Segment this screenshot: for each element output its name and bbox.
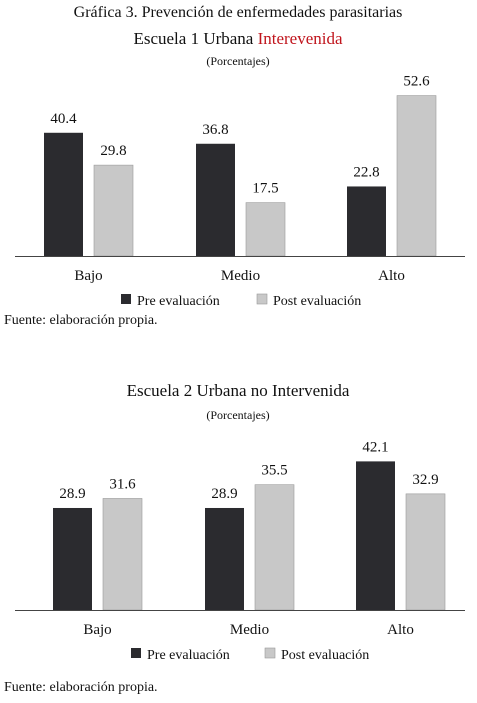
chart2-title: Escuela 2 Urbana no Intervenida (126, 381, 350, 400)
data-label-pre-bajo: 40.4 (50, 111, 77, 127)
legend-label-post: Post evaluación (281, 648, 369, 663)
data-label-post-bajo: 31.6 (109, 476, 136, 492)
data-label-pre-alto: 22.8 (353, 164, 379, 180)
bar-pre-bajo (53, 507, 92, 610)
category-label-alto: Alto (387, 622, 414, 638)
legend-swatch-post (264, 647, 276, 659)
bar-pre-bajo (44, 132, 83, 256)
chart1-source-note: Fuente: elaboración propia. (4, 313, 158, 328)
legend-swatch-post (256, 293, 268, 305)
bar-post-medio (254, 484, 295, 611)
legend-label-pre: Pre evaluación (147, 648, 230, 663)
chart1-title-accent: Interevenida (257, 29, 343, 48)
bar-post-bajo (102, 498, 143, 611)
bar-post-alto (405, 493, 446, 611)
chart1-title-prefix: Escuela 1 Urbana (133, 29, 258, 48)
bar-post-alto (396, 95, 437, 257)
main-title: Gráfica 3. Prevención de enfermedades pa… (73, 4, 403, 21)
data-label-pre-bajo: 28.9 (59, 486, 85, 502)
chart1-title: Escuela 1 Urbana Interevenida (133, 29, 342, 49)
data-label-post-alto: 52.6 (403, 74, 430, 90)
bar-pre-medio (205, 507, 244, 610)
chart2-plot: 28.9 28.9 42.1 31.6 35.5 32.9 Bajo Medio Alto Pre… (15, 439, 465, 663)
legend-swatch-pre (121, 294, 131, 304)
bar-post-bajo (93, 164, 134, 257)
data-label-post-medio: 35.5 (261, 463, 287, 479)
chart2-subtitle: (Porcentajes) (206, 408, 270, 422)
category-label-alto: Alto (378, 268, 405, 284)
category-label-medio: Medio (230, 622, 269, 638)
legend-label-pre: Pre evaluación (137, 294, 220, 309)
chart2-source-note: Fuente: elaboración propia. (4, 680, 158, 695)
legend-label-post: Post evaluación (273, 294, 361, 309)
data-label-pre-medio: 28.9 (211, 486, 237, 502)
bar-pre-medio (196, 143, 235, 256)
data-label-post-alto: 32.9 (412, 472, 438, 488)
data-label-pre-alto: 42.1 (362, 439, 388, 455)
data-label-post-medio: 17.5 (252, 181, 278, 197)
data-label-post-bajo: 29.8 (100, 143, 126, 159)
bar-pre-alto (356, 461, 395, 610)
bar-pre-alto (347, 186, 386, 256)
legend-swatch-pre (131, 648, 141, 658)
data-label-pre-medio: 36.8 (202, 122, 228, 138)
category-label-medio: Medio (221, 268, 260, 284)
chart1-plot: 40.4 36.8 22.8 29.8 17.5 52.6 Bajo Medio Alto Pre… (15, 74, 465, 309)
chart1-subtitle: (Porcentajes) (206, 54, 270, 68)
category-label-bajo: Bajo (74, 268, 102, 284)
category-label-bajo: Bajo (83, 622, 111, 638)
bar-post-medio (245, 202, 286, 257)
